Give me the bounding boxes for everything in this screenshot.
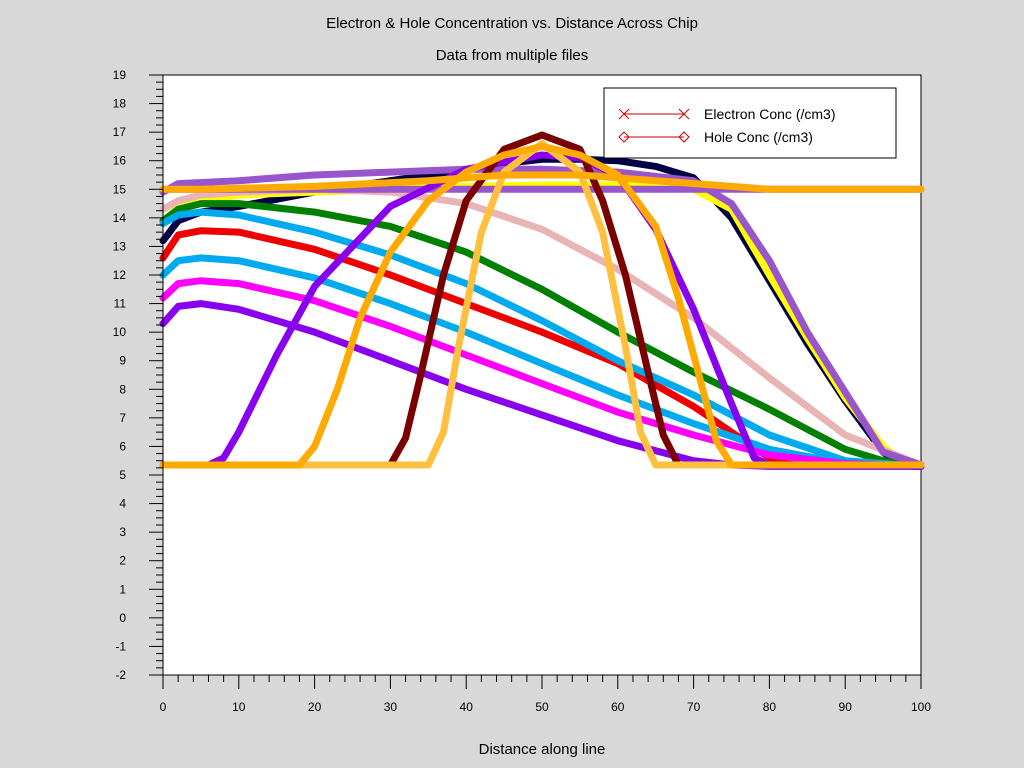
chart-title: Electron & Hole Concentration vs. Distan… [326,15,698,32]
y-tick-label: 18 [113,97,127,111]
y-tick-label: 7 [119,411,126,425]
x-tick-label: 10 [232,700,246,714]
y-tick-label: 10 [113,325,127,339]
y-tick-label: 13 [113,239,127,253]
x-tick-label: 20 [308,700,322,714]
x-tick-label: 0 [160,700,167,714]
y-tick-label: 9 [119,354,126,368]
x-axis-label: Distance along line [478,741,606,758]
y-tick-label: 2 [119,554,126,568]
x-tick-label: 80 [763,700,777,714]
y-tick-label: 0 [119,611,126,625]
y-tick-label: 12 [113,268,127,282]
y-tick-label: 8 [119,382,126,396]
x-tick-label: 40 [460,700,474,714]
y-tick-label: 19 [113,68,127,82]
x-tick-label: 70 [687,700,701,714]
series-line-7 [159,254,925,470]
plot-area [162,74,922,676]
y-tick-label: 1 [119,582,126,596]
series-line-3 [159,200,925,469]
series-line-8 [159,277,925,470]
y-tick-label: -1 [115,639,126,653]
y-tick-label: 4 [119,497,126,511]
series-line-6 [159,208,925,470]
y-tick-label: 17 [113,125,127,139]
series-line-13 [159,131,925,469]
legend-marker-x [618,108,630,120]
series-line-16 [159,171,925,193]
y-tick-label: 5 [119,468,126,482]
x-tick-label: 90 [839,700,853,714]
series-line-12 [159,151,925,469]
legend-label: Electron Conc (/cm3) [704,106,835,122]
series-layer [159,131,925,470]
legend: Electron Conc (/cm3) Hole Conc (/cm3) [603,87,897,159]
y-tick-label: 3 [119,525,126,539]
x-tick-label: 50 [535,700,549,714]
series-line-15 [159,142,925,469]
x-tick-label: 60 [611,700,625,714]
y-tick-label: 11 [114,297,127,311]
legend-marker-x [678,108,690,120]
y-tick-label: -2 [115,668,126,682]
x-tick-label: 100 [911,700,931,714]
chart-subtitle: Data from multiple files [435,47,589,64]
y-tick-label: 14 [113,211,127,225]
legend-label: Hole Conc (/cm3) [704,129,813,145]
y-tick-label: 15 [113,182,127,196]
legend-box [603,87,897,159]
x-tick-label: 30 [384,700,398,714]
legend-marker-diamond [618,131,630,143]
y-tick-label: 16 [113,154,127,168]
legend-marker-diamond [678,131,690,143]
y-tick-label: 6 [119,439,126,453]
